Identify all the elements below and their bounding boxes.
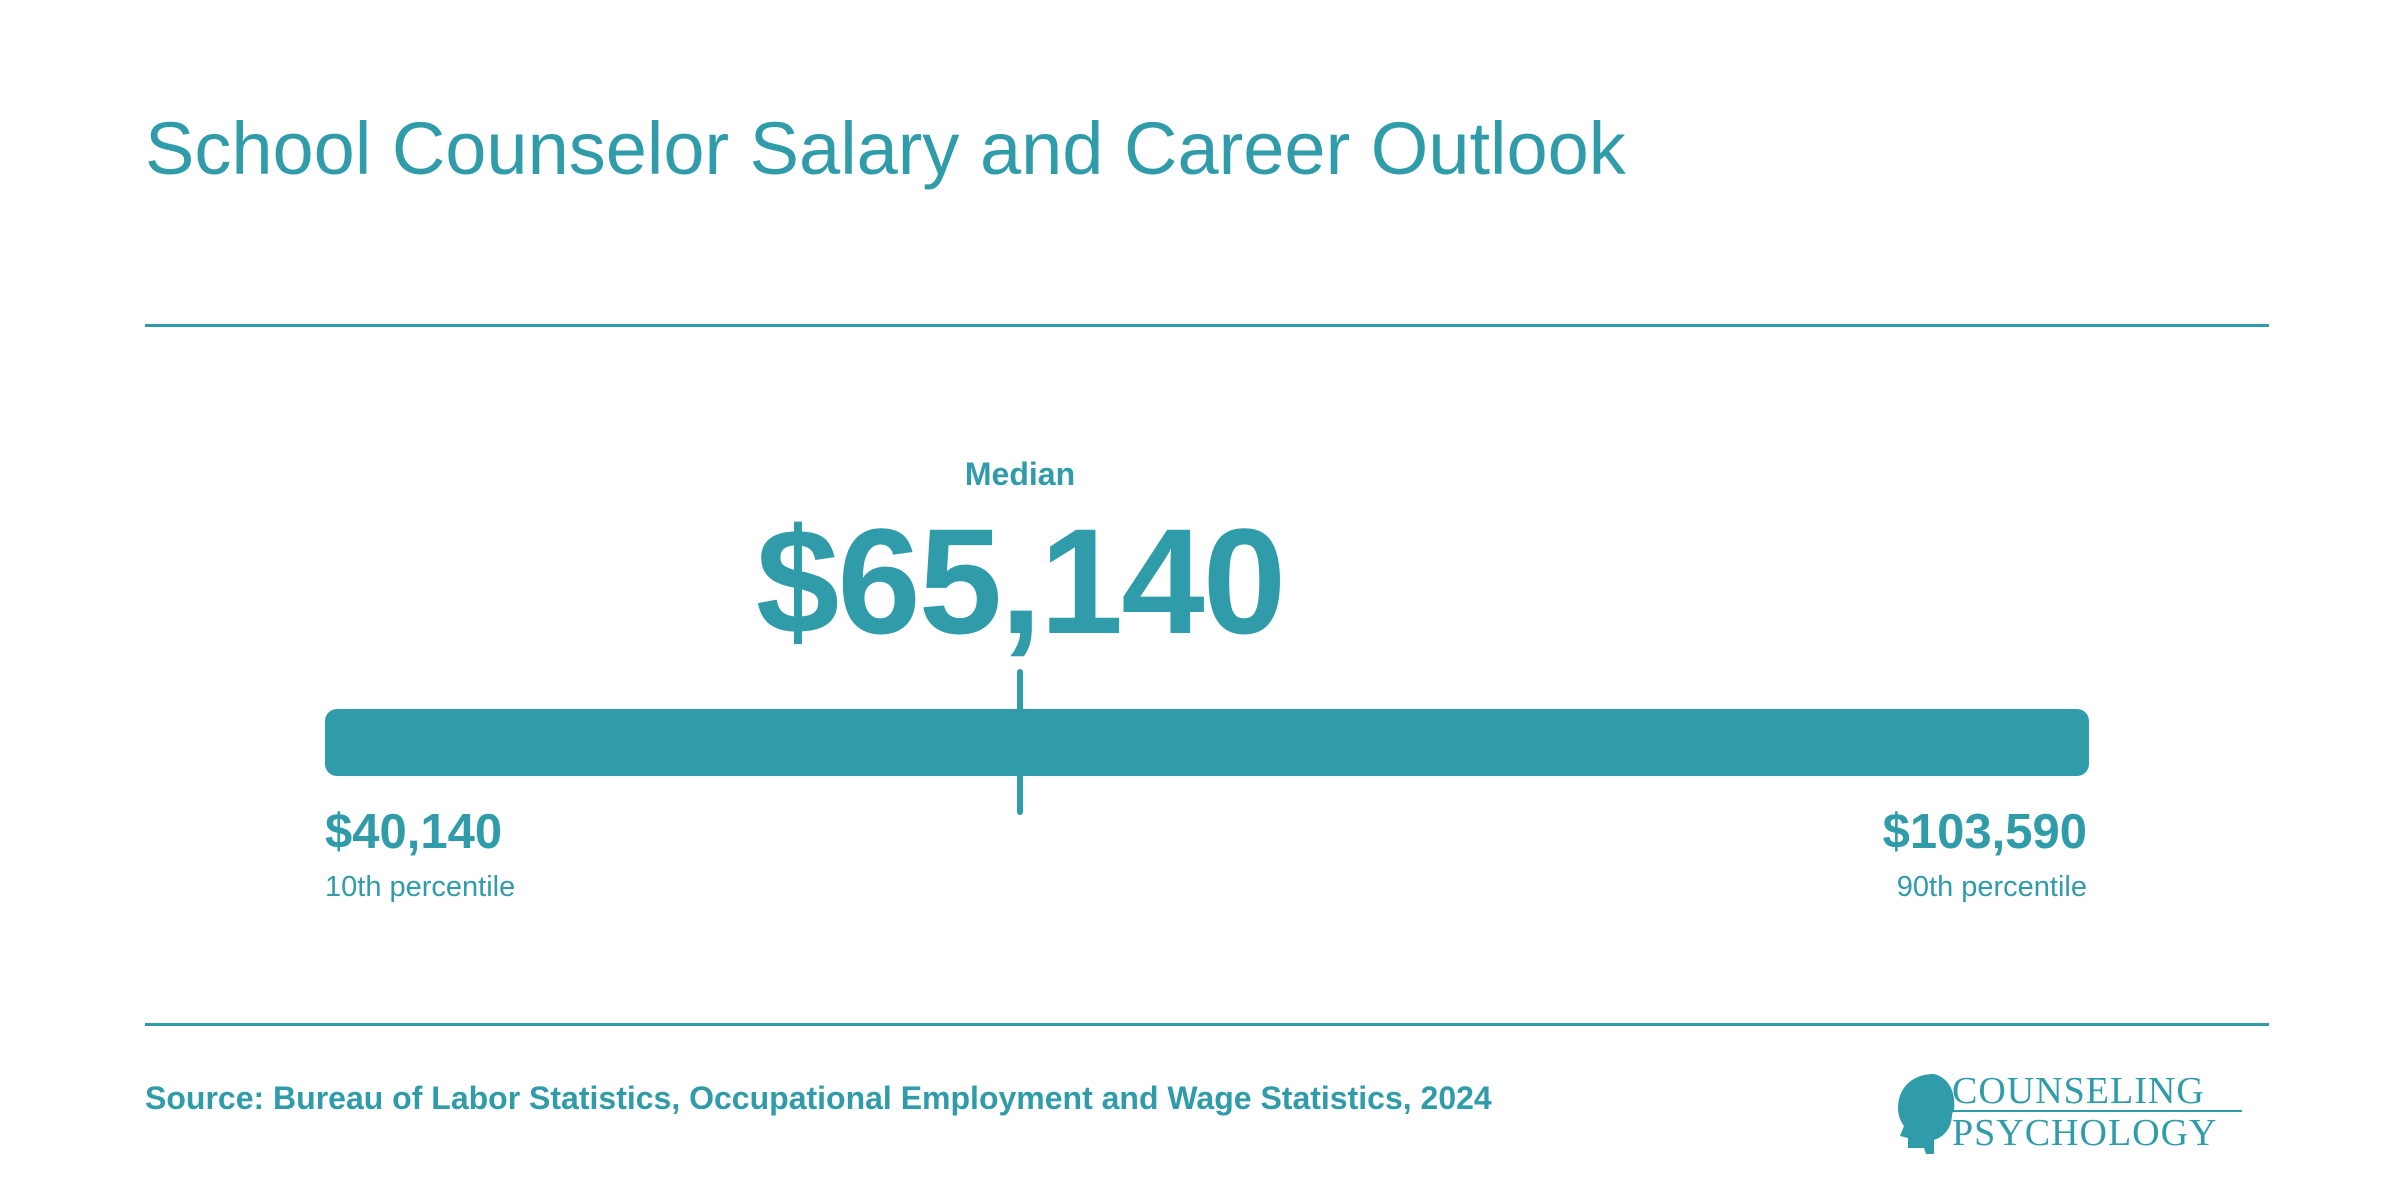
logo-divider: [1952, 1110, 2242, 1112]
median-value: $65,140: [755, 497, 1286, 665]
head-silhouette-icon: [1898, 1074, 1955, 1154]
max-label: 90th percentile: [1896, 871, 2087, 903]
min-value: $40,140: [325, 805, 503, 859]
top-divider: [145, 324, 2269, 327]
median-marker: [1017, 669, 1024, 815]
bottom-divider: [145, 1023, 2269, 1026]
source-note: Source: Bureau of Labor Statistics, Occu…: [145, 1080, 1492, 1116]
page-title: School Counselor Salary and Career Outlo…: [145, 107, 1626, 190]
max-value: $103,590: [1882, 805, 2087, 859]
logo-word-bottom: PSYCHOLOGY: [1952, 1112, 2218, 1154]
logo-word-top: COUNSELING: [1952, 1070, 2205, 1112]
salary-range-bar: [325, 709, 2089, 776]
median-label: Median: [964, 456, 1076, 492]
min-label: 10th percentile: [325, 871, 516, 903]
brand-logo: COUNSELING PSYCHOLOGY: [1890, 1066, 2255, 1156]
